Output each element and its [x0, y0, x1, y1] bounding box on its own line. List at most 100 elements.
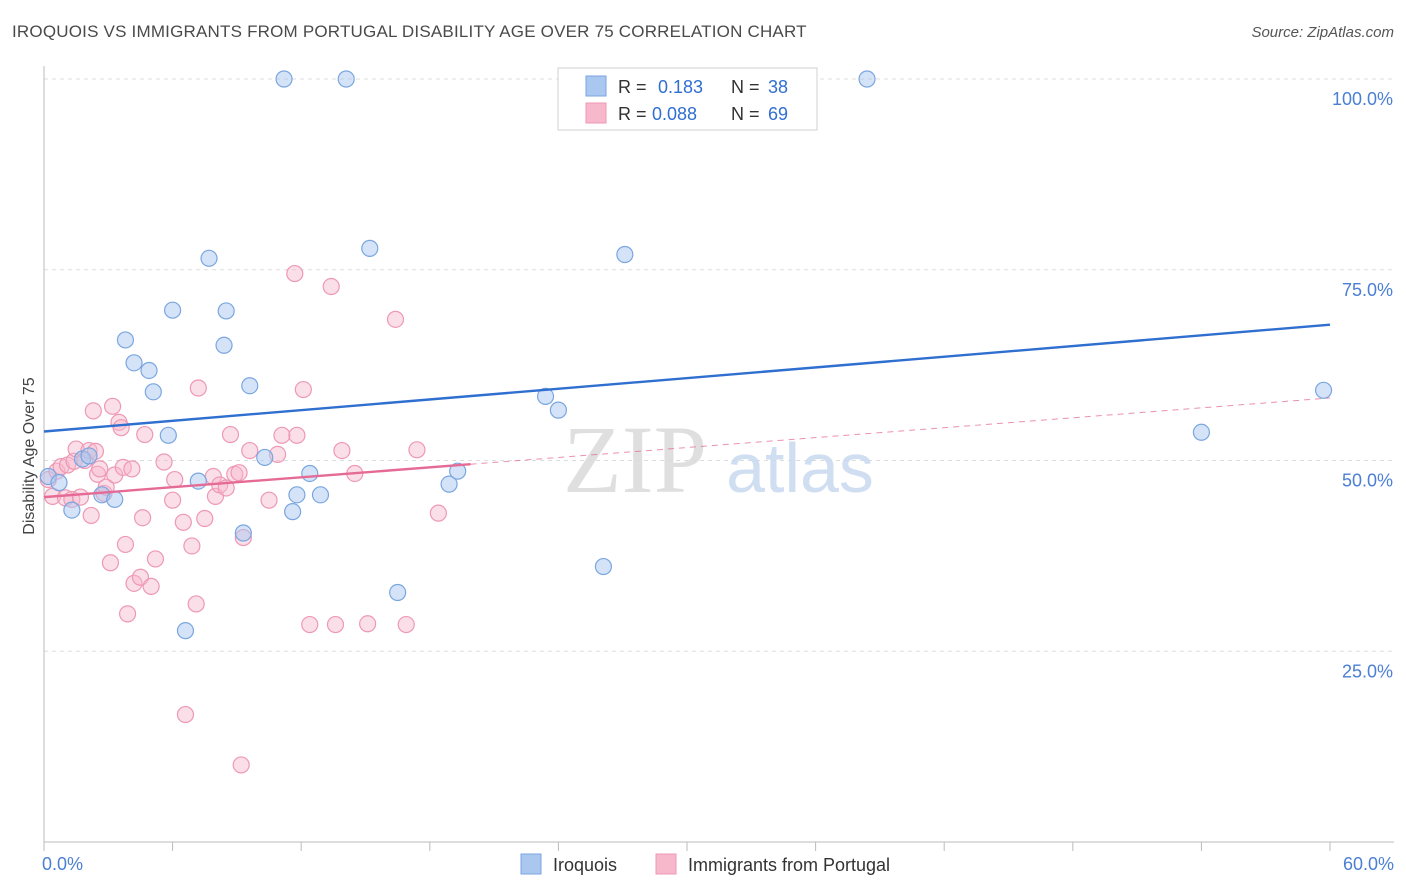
point-portugal [429, 504, 447, 522]
stats-n-value-portugal: 69 [768, 104, 788, 124]
point-portugal [408, 441, 426, 459]
point-portugal [176, 705, 195, 724]
point-portugal [174, 513, 192, 531]
stats-n-label-iroquois: N = [731, 77, 760, 97]
y-tick-label: 100.0% [1332, 89, 1393, 109]
point-portugal [196, 509, 214, 528]
point-portugal [294, 380, 312, 399]
legend-label-iroquois: Iroquois [553, 855, 617, 875]
chart-title: IROQUOIS VS IMMIGRANTS FROM PORTUGAL DIS… [12, 22, 807, 41]
point-portugal [273, 426, 291, 444]
point-iroquois [217, 302, 235, 320]
point-portugal [397, 615, 415, 634]
point-portugal [166, 470, 184, 489]
point-portugal [125, 574, 143, 592]
point-iroquois [159, 426, 177, 444]
point-portugal [187, 595, 205, 613]
point-portugal [146, 550, 165, 568]
point-portugal [333, 441, 351, 460]
point-portugal [91, 460, 109, 478]
point-iroquois [311, 486, 330, 504]
point-iroquois [1314, 381, 1333, 399]
trend-line-iroquois [43, 323, 1331, 433]
point-iroquois [50, 474, 68, 492]
stats-r-label-portugal: R = [618, 104, 647, 124]
point-iroquois [116, 331, 135, 349]
point-iroquois [301, 464, 319, 483]
point-portugal [286, 264, 304, 283]
stats-legend-swatch-iroquois [585, 75, 607, 97]
point-portugal [232, 756, 250, 774]
point-iroquois [144, 383, 162, 401]
point-portugal [326, 615, 345, 634]
point-portugal [230, 464, 248, 482]
point-iroquois [284, 503, 302, 521]
watermark-atlas: atlas [726, 429, 874, 507]
point-portugal [155, 453, 173, 471]
legend-swatch-portugal [655, 853, 677, 875]
watermark: ZIP atlas [563, 406, 874, 513]
y-tick-label: 50.0% [1342, 471, 1393, 491]
series-iroquois-points [39, 70, 1333, 640]
point-portugal [386, 310, 405, 328]
point-iroquois [234, 524, 252, 542]
legend-label-portugal: Immigrants from Portugal [688, 855, 890, 875]
stats-legend: R = 0.183 N = 38 R = 0.088 N = 69 [557, 67, 818, 131]
point-iroquois [215, 336, 233, 354]
point-portugal [301, 615, 319, 634]
trend-line-portugal [43, 463, 471, 499]
point-iroquois [389, 583, 407, 602]
point-iroquois [256, 448, 274, 467]
point-iroquois [440, 475, 458, 493]
x-tick-label: 0.0% [42, 854, 83, 874]
y-tick-label: 75.0% [1342, 280, 1393, 300]
y-tick-labels: 25.0% 50.0% 75.0% 100.0% [1332, 89, 1393, 681]
stats-legend-swatch-portugal [585, 102, 607, 124]
x-tick-labels: 0.0% 60.0% [42, 854, 1394, 874]
point-portugal [112, 419, 130, 437]
point-iroquois [63, 501, 81, 519]
trend-line-portugal-extension [470, 397, 1331, 465]
point-iroquois [361, 239, 379, 257]
gridlines [44, 78, 1394, 652]
point-portugal [133, 509, 152, 527]
point-portugal [116, 535, 135, 554]
point-portugal [118, 605, 137, 623]
stats-n-label-portugal: N = [731, 104, 760, 124]
point-portugal [359, 615, 377, 633]
point-iroquois [858, 70, 876, 88]
point-portugal [142, 577, 160, 595]
point-iroquois [549, 401, 568, 419]
point-portugal [164, 491, 182, 509]
point-iroquois [275, 70, 293, 88]
point-iroquois [241, 377, 259, 395]
point-iroquois [616, 245, 634, 264]
stats-r-value-iroquois: 0.183 [658, 77, 703, 97]
point-iroquois [176, 622, 195, 640]
point-portugal [103, 397, 122, 415]
trend-lines [43, 323, 1331, 499]
stats-r-label-iroquois: R = [618, 77, 647, 97]
point-portugal [101, 554, 120, 572]
watermark-zip: ZIP [563, 406, 707, 513]
point-portugal [322, 277, 340, 296]
point-iroquois [1192, 423, 1211, 441]
point-portugal [189, 379, 207, 397]
point-portugal [82, 506, 100, 525]
point-iroquois [536, 387, 555, 406]
axes [43, 66, 1394, 851]
point-iroquois [80, 447, 98, 465]
point-portugal [241, 441, 259, 460]
source-credit: Source: ZipAtlas.com [1251, 24, 1394, 41]
legend-swatch-iroquois [520, 853, 542, 875]
point-portugal [183, 537, 201, 555]
point-portugal [221, 425, 240, 444]
point-iroquois [140, 361, 158, 380]
point-iroquois [288, 486, 306, 504]
point-portugal [136, 425, 154, 444]
point-iroquois [106, 490, 124, 509]
point-iroquois [337, 70, 355, 88]
point-iroquois [164, 301, 182, 319]
point-iroquois [449, 462, 467, 480]
